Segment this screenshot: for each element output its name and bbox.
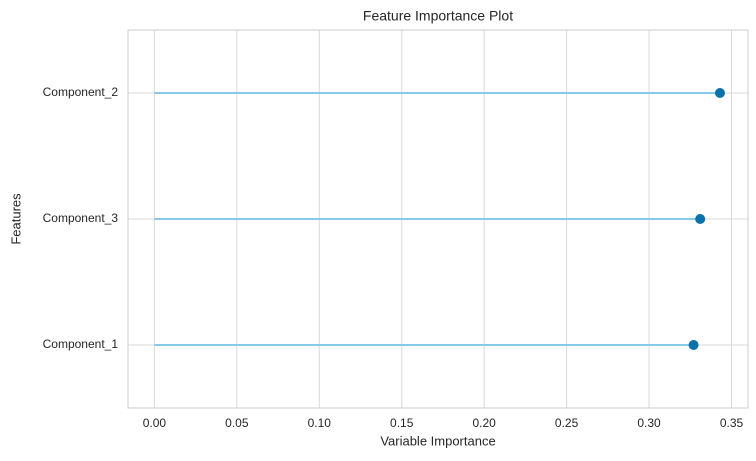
plot-frame [127, 29, 749, 409]
x-tick-label: 0.10 [308, 416, 332, 430]
x-axis-label: Variable Importance [380, 433, 495, 448]
x-tick-label: 0.20 [472, 416, 496, 430]
x-tick-label: 0.35 [720, 416, 744, 430]
y-tick-label: Component_3 [43, 211, 119, 225]
x-tick-label: 0.25 [555, 416, 579, 430]
x-tick-label: 0.00 [143, 416, 167, 430]
y-tick-label: Component_1 [43, 337, 119, 351]
chart-title: Feature Importance Plot [363, 8, 513, 24]
x-tick-label: 0.30 [637, 416, 661, 430]
x-tick-label: 0.15 [390, 416, 414, 430]
dot [688, 340, 699, 350]
y-axis-label: Features [8, 193, 23, 245]
dot [695, 214, 706, 224]
y-tick-label: Component_2 [43, 85, 119, 99]
x-tick-label: 0.05 [225, 416, 249, 430]
dot [714, 88, 725, 98]
